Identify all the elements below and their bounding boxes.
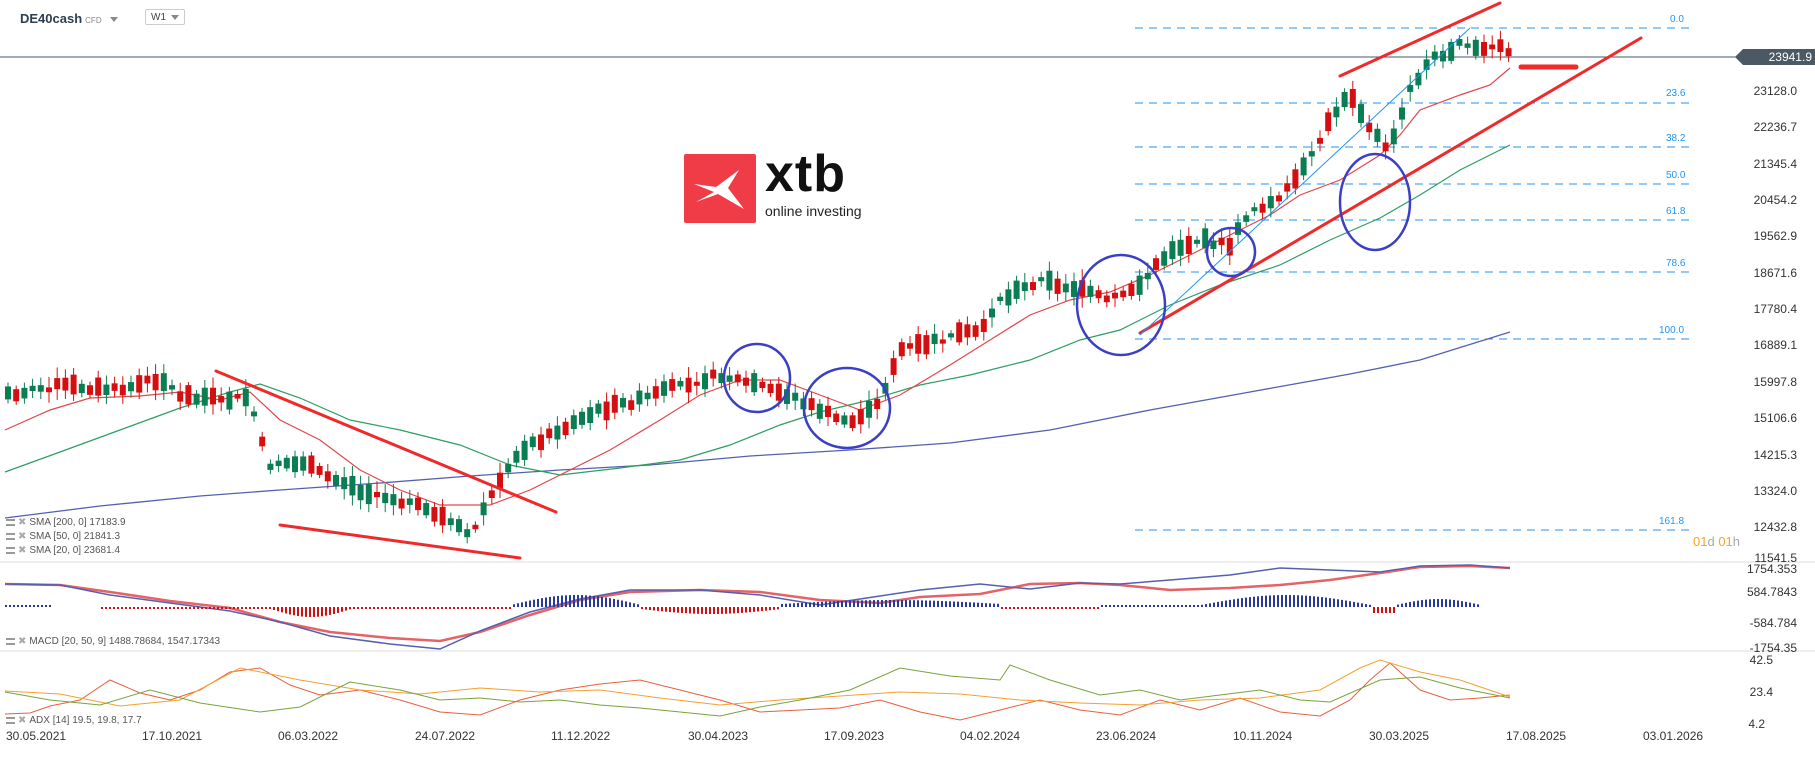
price-axis-label: 18671.6 — [1753, 266, 1797, 280]
legend-adx[interactable]: ✖ ADX [14] 19.5, 19.8, 17.7 — [6, 715, 142, 726]
menu-icon[interactable] — [6, 519, 15, 526]
macd-axis-label: -1754.35 — [1749, 641, 1797, 655]
price-axis-label: 23128.0 — [1753, 84, 1797, 98]
chevron-down-icon — [109, 17, 118, 23]
symbol-name: DE40cash — [20, 11, 83, 26]
menu-icon[interactable] — [6, 533, 15, 540]
symbol-selector[interactable]: DE40cash CFD — [20, 11, 118, 26]
fib-label: 38.2 — [1666, 133, 1686, 144]
fib-label: 50.0 — [1666, 170, 1686, 181]
price-axis-label: 13324.0 — [1753, 484, 1797, 498]
chevron-down-icon — [171, 14, 179, 20]
x-axis-label: 11.12.2022 — [551, 729, 611, 743]
x-axis-label: 30.04.2023 — [688, 729, 749, 743]
fibonacci-levels — [1135, 27, 1690, 531]
close-icon[interactable]: ✖ — [18, 545, 27, 556]
logo-tagline: online investing — [765, 203, 862, 219]
price-axis-label: 22236.7 — [1753, 120, 1797, 134]
x-axis-label: 04.02.2024 — [960, 729, 1021, 743]
price-axis-label: 15106.6 — [1753, 411, 1797, 425]
legend-sma50[interactable]: ✖ SMA [50, 0] 21841.3 — [6, 531, 120, 542]
price-axis-label: 11541.5 — [1754, 551, 1798, 565]
timeframe-select[interactable]: W1 — [145, 9, 185, 25]
price-axis-label: 15997.8 — [1753, 375, 1797, 389]
x-axis-label: 17.08.2025 — [1506, 729, 1567, 743]
fib-anchor-line — [1139, 27, 1471, 336]
sma20-line — [4, 67, 1511, 506]
adx-axis-label: 23.4 — [1749, 685, 1773, 699]
close-icon[interactable]: ✖ — [18, 531, 27, 542]
plus-di-line — [4, 659, 1511, 707]
x-axis-label: 03.01.2026 — [1643, 729, 1704, 743]
price-axis-label: 19562.9 — [1753, 229, 1797, 243]
fib-label: 78.6 — [1666, 258, 1686, 269]
xtb-x-icon — [694, 170, 744, 209]
macd-signal-line — [4, 564, 1511, 643]
x-axis-label: 23.06.2024 — [1096, 729, 1157, 743]
trend-lines — [214, 1, 1643, 560]
x-axis-label: 10.11.2024 — [1233, 729, 1293, 743]
macd-line — [4, 564, 1511, 650]
menu-icon[interactable] — [6, 638, 15, 645]
price-axis-label: 12432.8 — [1753, 520, 1797, 534]
price-axis-label: 21345.4 — [1753, 157, 1797, 171]
current-price-tag: 23941.9 — [1735, 49, 1815, 65]
close-icon[interactable]: ✖ — [18, 715, 27, 726]
macd-axis-label: -584.784 — [1749, 616, 1797, 630]
legend-sma20[interactable]: ✖ SMA [20, 0] 23681.4 — [6, 545, 120, 556]
x-axis-label: 06.03.2022 — [278, 729, 339, 743]
price-axis-label: 14215.3 — [1753, 448, 1797, 462]
x-axis-label: 30.05.2021 — [6, 729, 67, 743]
legend-macd[interactable]: ✖ MACD [20, 50, 9] 1488.78684, 1547.17343 — [6, 636, 220, 647]
price-axis-label: 20454.2 — [1753, 193, 1797, 207]
fib-label: 23.6 — [1666, 88, 1686, 99]
adx-axis-label: 42.5 — [1749, 653, 1773, 667]
x-axis-label: 17.09.2023 — [824, 729, 885, 743]
fib-label: 0.0 — [1670, 14, 1684, 25]
price-axis-label: 16889.1 — [1753, 338, 1797, 352]
macd-axis-label: 584.7843 — [1746, 585, 1797, 599]
x-axis-label: 24.07.2022 — [415, 729, 476, 743]
x-axis-label: 30.03.2025 — [1369, 729, 1430, 743]
xtb-logo-mark — [684, 154, 756, 223]
close-icon[interactable]: ✖ — [18, 636, 27, 647]
fib-label: 100.0 — [1659, 325, 1685, 336]
menu-icon[interactable] — [6, 717, 15, 724]
x-axis-label: 17.10.2021 — [142, 729, 203, 743]
macd-histogram — [5, 595, 1479, 617]
timeframe-value: W1 — [151, 11, 166, 23]
candlesticks — [5, 30, 1512, 544]
fib-label: 61.8 — [1666, 206, 1686, 217]
logo-brand: xtb — [765, 145, 846, 203]
sma200-line — [4, 331, 1511, 519]
minus-di-line — [4, 664, 1511, 717]
symbol-type: CFD — [85, 16, 102, 25]
price-axis-label: 17780.4 — [1753, 302, 1797, 316]
highlight-circles — [722, 152, 1412, 450]
fib-label: 161.8 — [1659, 516, 1685, 527]
adx-line — [4, 662, 1511, 721]
close-icon[interactable]: ✖ — [18, 517, 27, 528]
legend-sma200[interactable]: ✖ SMA [200, 0] 17183.9 — [6, 517, 126, 528]
menu-icon[interactable] — [6, 547, 15, 554]
candle-countdown: 01d 01h — [1693, 534, 1741, 549]
adx-axis-label: 4.2 — [1748, 717, 1765, 731]
sma50-line — [4, 144, 1511, 476]
macd-axis-label: 1754.353 — [1746, 562, 1797, 576]
